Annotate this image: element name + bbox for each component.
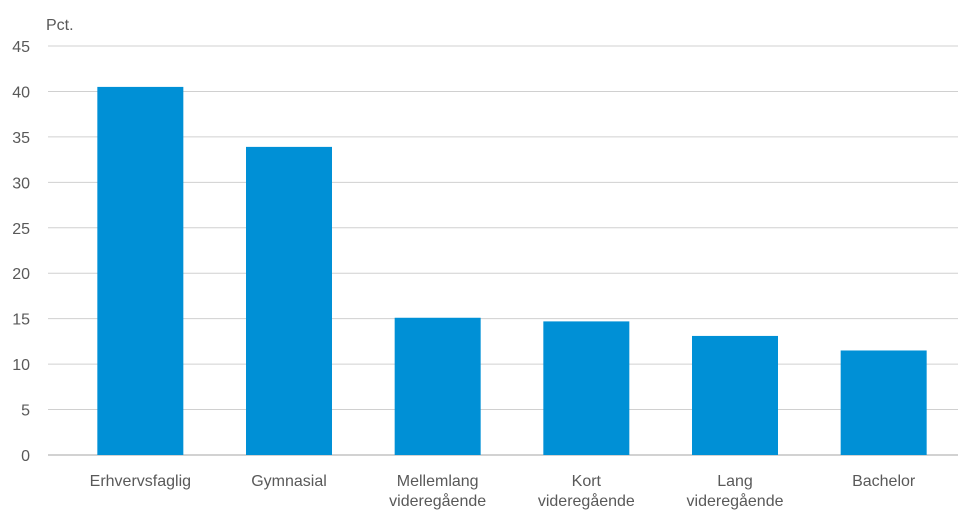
x-axis-ticks: Erhvervsfaglig Gymnasial Mellemlang videreg… <box>90 473 916 510</box>
x-tick-label: Erhvervsfaglig <box>90 473 191 490</box>
y-tick-label: 20 <box>12 266 30 283</box>
x-tick-label: Gymnasial <box>251 473 327 490</box>
y-tick-label: 40 <box>12 84 30 101</box>
y-axis-label: Pct. <box>46 17 74 34</box>
y-tick-label: 0 <box>21 448 30 465</box>
x-tick-label: Lang videregående <box>687 473 784 510</box>
bar <box>543 321 630 455</box>
x-tick-label: Bachelor <box>852 473 916 490</box>
x-tick-label: Mellemlang videregående <box>389 473 486 510</box>
y-tick-label: 5 <box>21 403 30 420</box>
bar <box>97 86 184 456</box>
gridlines <box>48 45 958 456</box>
y-tick-label: 15 <box>12 312 30 329</box>
y-tick-label: 35 <box>12 130 30 147</box>
bar <box>394 317 481 455</box>
bar <box>246 146 332 456</box>
bars <box>97 86 927 456</box>
y-tick-label: 10 <box>12 357 30 374</box>
x-tick-label: Kort videregående <box>538 473 635 510</box>
bar <box>692 335 778 455</box>
y-tick-label: 25 <box>12 221 30 238</box>
y-tick-label: 30 <box>12 175 30 192</box>
y-axis-ticks: 0 5 10 15 20 25 30 35 40 45 <box>12 39 30 465</box>
bar <box>840 350 927 455</box>
y-tick-label: 45 <box>12 39 30 56</box>
